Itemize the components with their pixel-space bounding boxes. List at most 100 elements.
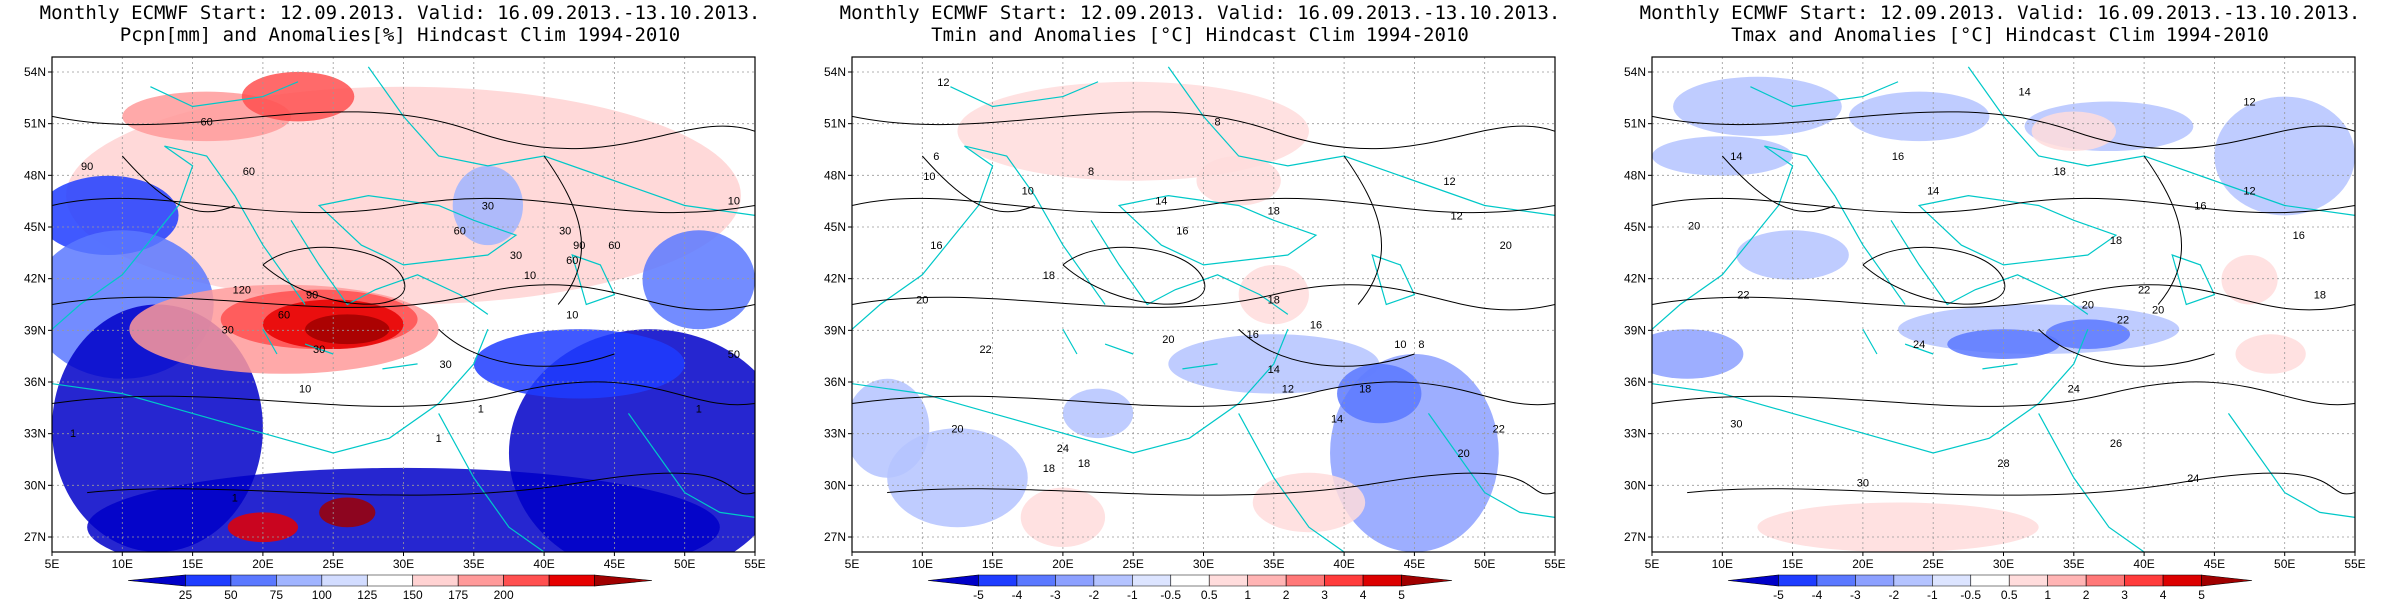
colorbar-segment — [1855, 574, 1895, 587]
contour-label: 16 — [1310, 319, 1322, 331]
contour-label: 30 — [222, 324, 234, 336]
contour-line — [438, 328, 615, 367]
coastlines — [852, 66, 1555, 552]
contour-line — [1652, 381, 2355, 407]
anomaly-area — [2045, 319, 2131, 350]
colorbar-tick-label: 175 — [448, 588, 468, 600]
coastline — [1167, 66, 1555, 216]
contour-label: 10 — [524, 270, 536, 282]
colorbar-tick-label: 50 — [224, 588, 238, 600]
colorbar-tick-label: 3 — [1321, 588, 1328, 600]
contour-label: 20 — [1500, 240, 1512, 252]
coastline — [1862, 328, 2018, 370]
coastline — [52, 329, 489, 454]
lon-tick-label: 30E — [1993, 557, 2014, 571]
colorbar-tick-label: -1 — [1927, 588, 1938, 600]
lon-tick-label: 35E — [1263, 557, 1284, 571]
colorbar-segment — [2162, 574, 2202, 587]
colorbar-tick-label: 4 — [2160, 588, 2167, 600]
panel-tmax: Monthly ECMWF Start: 12.09.2013. Valid: … — [1600, 0, 2400, 600]
lon-tick-label: 40E — [2133, 557, 2154, 571]
contour-label: 30 — [1730, 418, 1742, 430]
lat-tick-label: 42N — [824, 272, 846, 286]
anomaly-area — [2221, 255, 2278, 305]
contour-label: 16 — [1176, 225, 1188, 237]
anomaly-area — [1652, 136, 1793, 176]
colorbar-segment — [1816, 574, 1856, 587]
coastline — [852, 329, 1289, 454]
colorbar-segment — [1093, 574, 1133, 587]
colorbar-tick-label: -5 — [973, 588, 984, 600]
colorbar-tick-label: 0.5 — [2001, 588, 2018, 600]
anomaly-area — [452, 165, 524, 246]
contour-label: 18 — [1043, 463, 1055, 475]
longitude-axis: 5E 10E 15E 20E 25E 30E 35E 40E 45E 50E 55E — [1645, 552, 2366, 571]
lat-tick-label: 39N — [24, 323, 46, 337]
contour-label: 14 — [1155, 196, 1167, 208]
contour-label: 20 — [951, 423, 963, 435]
anomaly-area — [642, 230, 755, 330]
lat-tick-label: 30N — [824, 478, 846, 492]
contour-label: 90 — [81, 161, 93, 173]
contour-label: 8 — [1214, 116, 1220, 128]
colorbar-segment — [2085, 574, 2125, 587]
coastline — [571, 254, 616, 306]
contour-label: 16 — [930, 240, 942, 252]
panel-title-line2: Pcpn[mm] and Anomalies[%] Hindcast Clim … — [119, 24, 681, 46]
panel-title-line2: Tmax and Anomalies [°C] Hindcast Clim 19… — [1731, 24, 2269, 46]
lat-tick-label: 36N — [24, 375, 46, 389]
lat-tick-label: 48N — [24, 168, 46, 182]
contour-lines — [52, 111, 755, 496]
contour-line — [852, 197, 1555, 214]
lat-tick-label: 45N — [1624, 220, 1646, 234]
colorbar-tick-label: -1 — [1127, 588, 1138, 600]
colorbar-tick-label: 4 — [1360, 588, 1367, 600]
map-plot: 1281068101214161218201618202220181614121… — [824, 56, 1566, 600]
coastline — [852, 145, 1106, 330]
contour-label: 18 — [1268, 205, 1280, 217]
lon-tick-label: 35E — [463, 557, 484, 571]
colorbar-segment — [1247, 574, 1287, 587]
lat-tick-label: 45N — [824, 220, 846, 234]
colorbar: 25 50 75 100 125 150 175 200 — [127, 574, 653, 600]
colorbar-tick-label: 125 — [357, 588, 377, 600]
lat-tick-label: 39N — [824, 323, 846, 337]
lon-tick-label: 25E — [1123, 557, 1144, 571]
lat-tick-label: 33N — [1624, 427, 1646, 441]
longitude-axis: 5E 10E 15E 20E 25E 30E 35E 40E 45E 50E 55E — [845, 552, 1566, 571]
contour-line — [262, 246, 406, 305]
contour-label: 1 — [436, 433, 442, 445]
contour-label: 30 — [559, 225, 571, 237]
lon-tick-label: 15E — [1782, 557, 1803, 571]
lat-tick-label: 27N — [824, 530, 846, 544]
contour-label: 12 — [2243, 186, 2255, 198]
coastline — [1652, 145, 1906, 330]
contour-label: 1 — [232, 493, 238, 505]
coastline — [1238, 413, 1345, 552]
colorbar-segment — [978, 574, 1018, 587]
lon-tick-label: 45E — [604, 557, 625, 571]
contour-line — [852, 111, 1555, 150]
contour-label: 20 — [2082, 300, 2094, 312]
lon-tick-label: 5E — [845, 557, 860, 571]
colorbar-segment — [1932, 574, 1972, 587]
anomaly-area — [1947, 329, 2060, 359]
coastline — [1750, 81, 1899, 108]
contour-line — [52, 197, 755, 214]
lon-tick-label: 50E — [674, 557, 695, 571]
colorbar-segment — [412, 574, 459, 587]
colorbar-segment — [276, 574, 323, 587]
anomaly-shading — [1652, 76, 2355, 552]
lat-tick-label: 51N — [824, 117, 846, 131]
coastlines — [52, 66, 755, 552]
coastline — [1090, 220, 1289, 315]
colorbar-segment — [1970, 574, 2010, 587]
colorbar-tick-label: 2 — [1283, 588, 1290, 600]
lon-tick-label: 30E — [1193, 557, 1214, 571]
colorbar-tick-label: -4 — [1812, 588, 1823, 600]
lon-tick-label: 55E — [1544, 557, 1565, 571]
coastline — [1062, 328, 1218, 370]
contour-line — [1721, 155, 1835, 213]
